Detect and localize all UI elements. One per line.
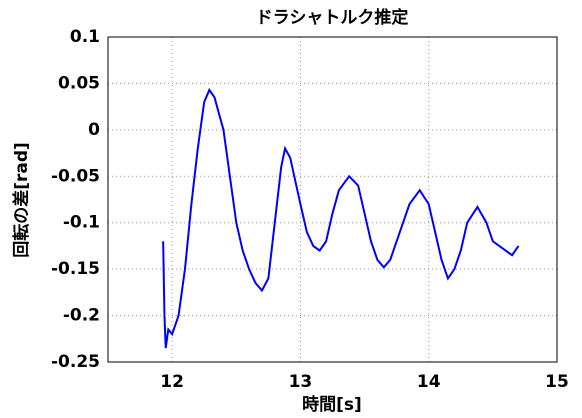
plot-frame bbox=[107, 36, 558, 363]
y-tick-label: -0.15 bbox=[51, 259, 100, 279]
chart-title: ドラシャトルク推定 bbox=[256, 7, 409, 28]
data-line bbox=[162, 87, 520, 349]
x-tick-label: 14 bbox=[417, 372, 441, 392]
y-tick-label: -0.25 bbox=[51, 352, 100, 372]
y-tick-label: 0 bbox=[88, 120, 100, 140]
x-tick-label: 12 bbox=[160, 372, 184, 392]
y-tick-label: -0.2 bbox=[63, 306, 100, 326]
y-tick-label: 0.1 bbox=[70, 27, 100, 47]
x-axis-label: 時間[s] bbox=[302, 394, 362, 415]
x-tick-label: 15 bbox=[545, 372, 569, 392]
y-tick-label: -0.05 bbox=[51, 166, 100, 186]
y-axis-label: 回転の差[rad] bbox=[11, 142, 32, 258]
y-tick-label: -0.1 bbox=[63, 213, 100, 233]
y-tick-label: 0.05 bbox=[58, 73, 100, 93]
x-tick-label: 13 bbox=[289, 372, 313, 392]
